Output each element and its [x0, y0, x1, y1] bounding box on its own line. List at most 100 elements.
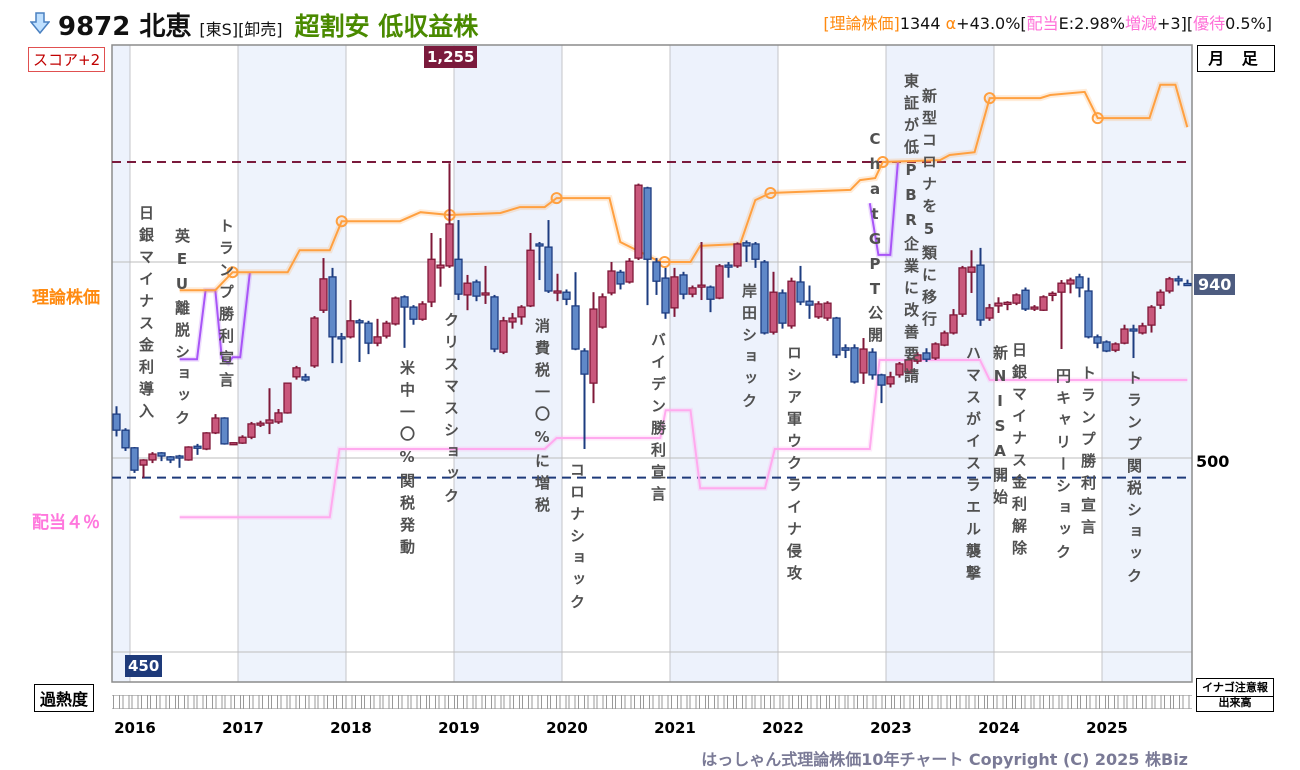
- candle-down: [301, 376, 310, 381]
- candle-up: [733, 243, 742, 267]
- candle-down: [328, 276, 337, 338]
- candle-up: [526, 249, 535, 307]
- candle-up: [373, 336, 382, 344]
- x-tick-label: 2023: [870, 719, 912, 737]
- candle-down: [337, 336, 346, 340]
- candle-down: [832, 317, 841, 356]
- candle-down: [841, 347, 850, 351]
- year-band: [1102, 45, 1192, 682]
- candle-down: [562, 291, 571, 300]
- candle-up: [859, 348, 868, 374]
- candle-up: [1111, 343, 1120, 351]
- candle-up: [1003, 301, 1012, 306]
- candle-down: [175, 455, 184, 459]
- event-label: 岸田ショック: [740, 283, 758, 415]
- candle-up: [553, 290, 562, 294]
- dividend-4pct-line: [179, 359, 1188, 519]
- volume-button[interactable]: 出来高: [1196, 695, 1274, 712]
- candle-down: [679, 274, 688, 295]
- candle-up: [202, 432, 211, 450]
- candle-up: [229, 442, 238, 446]
- event-label: ロシア軍ウクライナ侵攻: [785, 345, 803, 587]
- candle-down: [571, 305, 580, 350]
- candle-down: [1102, 341, 1111, 352]
- candle-down: [1174, 278, 1183, 282]
- event-label: トランプ勝利宣言: [1079, 365, 1097, 541]
- candle-down: [355, 320, 364, 324]
- candle-up: [256, 422, 265, 426]
- candle-down: [166, 456, 175, 461]
- stock-code-name: 9872 北恵: [58, 12, 192, 42]
- candle-down: [877, 374, 886, 386]
- event-label: コロナショック: [568, 462, 586, 616]
- candle-up: [310, 317, 319, 367]
- candle-up: [904, 359, 913, 373]
- x-tick-label: 2017: [222, 719, 264, 737]
- theory-price-line: [179, 83, 1189, 292]
- event-label: トランプ関税ショック: [1125, 370, 1143, 590]
- event-label: 英EU離脱ショック: [173, 228, 191, 432]
- yutai-label: 優待: [1193, 14, 1226, 33]
- year-band: [112, 45, 130, 682]
- candle-up: [994, 302, 1003, 307]
- candle-up: [931, 343, 940, 359]
- candle-down: [544, 246, 553, 292]
- current-price-label: 940: [1194, 274, 1236, 295]
- theory-marker: [226, 266, 239, 279]
- candle-down: [868, 351, 877, 376]
- down-arrow-icon: [29, 11, 51, 38]
- candle-up: [139, 459, 148, 466]
- candle-up: [292, 367, 301, 378]
- event-label: 日銀マイナス金利導入: [137, 205, 155, 425]
- candle-down: [616, 271, 625, 285]
- candle-down: [751, 243, 760, 260]
- event-label: 新型コロナを5類に移行: [920, 88, 938, 333]
- candle-down: [760, 261, 769, 334]
- candle-up: [427, 258, 436, 303]
- dividend-value: E:2.98%: [1058, 14, 1125, 33]
- candle-up: [517, 306, 526, 318]
- candle-up: [184, 446, 193, 461]
- candle-down: [742, 242, 751, 247]
- candle-up: [499, 320, 508, 353]
- change-label: 増減: [1125, 14, 1158, 33]
- x-tick-label: 2019: [438, 719, 480, 737]
- candle-up: [697, 284, 706, 288]
- candle-up: [283, 382, 292, 414]
- purple-line: [868, 161, 899, 256]
- candle-down: [1093, 336, 1102, 344]
- purple-line: [179, 272, 251, 365]
- event-label: ChatGPT公開: [866, 130, 884, 349]
- candle-down: [976, 264, 985, 321]
- change-value: +3][: [1157, 14, 1194, 33]
- candle-up: [391, 297, 400, 325]
- candle-down: [1183, 282, 1192, 287]
- candle-up: [607, 270, 616, 294]
- candle-up: [913, 354, 922, 362]
- x-tick-label: 2018: [330, 719, 372, 737]
- candle-up: [148, 453, 157, 461]
- theory-marker: [1091, 112, 1104, 125]
- event-label: 新NISA開始: [991, 345, 1009, 511]
- candle-down: [805, 300, 814, 306]
- candle-up: [1012, 294, 1021, 304]
- plot-border: [111, 44, 1193, 683]
- candle-up: [787, 280, 796, 327]
- candle-up: [436, 264, 445, 269]
- candle-up: [949, 314, 958, 334]
- overheat-label: 過熱度: [34, 684, 95, 712]
- candle-up: [418, 303, 427, 320]
- candle-up: [1066, 279, 1075, 285]
- candle-down: [706, 286, 715, 300]
- candle-down: [1084, 290, 1093, 338]
- inago-alert-button[interactable]: イナゴ注意報: [1196, 678, 1274, 697]
- timeframe-monthly-button[interactable]: 月 足: [1197, 45, 1275, 72]
- low-price-label: 450: [125, 655, 163, 677]
- candle-up: [1147, 306, 1156, 326]
- candle-down: [130, 447, 139, 471]
- candle-up: [1138, 325, 1147, 334]
- theory-marker: [335, 215, 348, 228]
- candle-up: [625, 260, 634, 283]
- theory-price-legend: 理論株価: [32, 288, 100, 308]
